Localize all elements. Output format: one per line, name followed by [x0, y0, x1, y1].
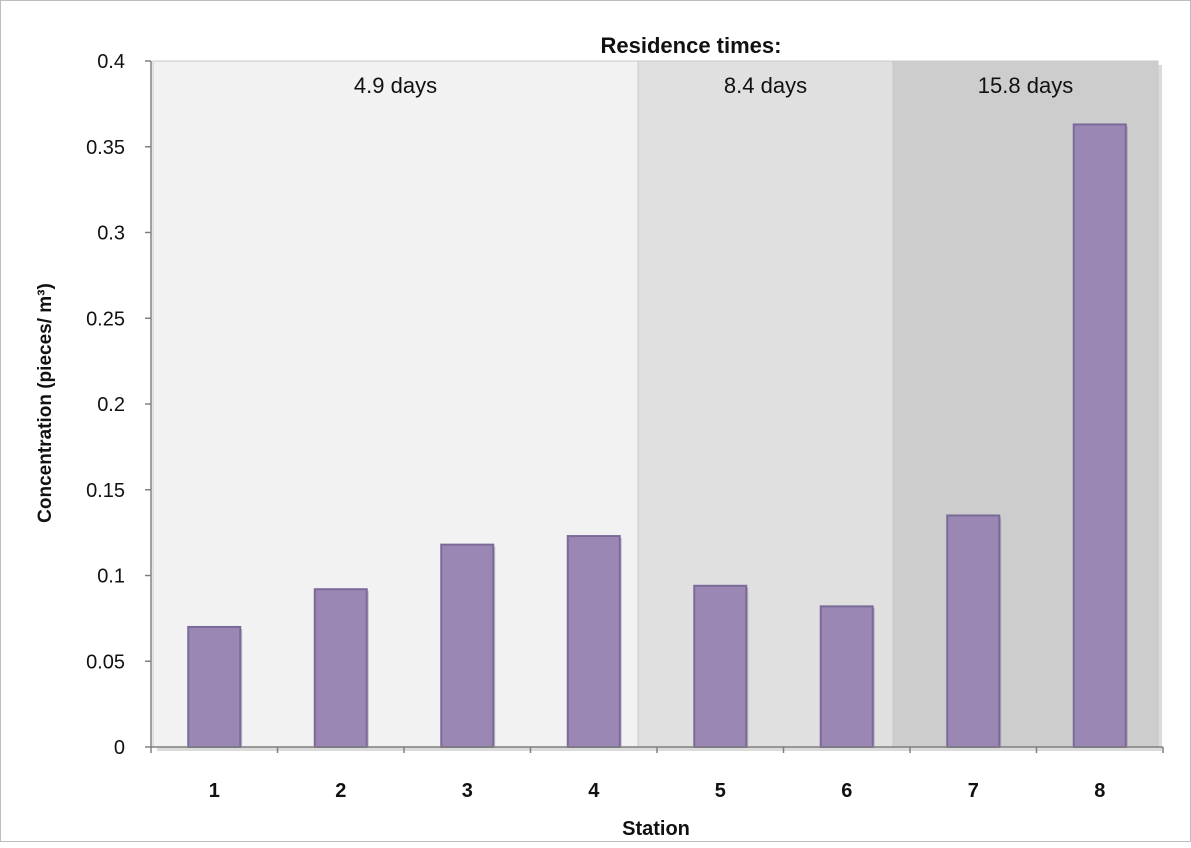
axes-layer: 0 0.05 0.1 0.15 0.2 0.25 0.3 0.35 0.4 1 2 3 4 5 6 7 8	[86, 51, 1164, 802]
chart-title: Residence times:	[601, 33, 782, 58]
bar	[187, 625, 242, 749]
bars-layer	[187, 123, 1128, 749]
x-tick-label: 5	[715, 780, 726, 802]
x-tick-label: 4	[588, 780, 600, 802]
x-tick-label: 8	[1094, 780, 1105, 802]
x-tick-label: 7	[968, 780, 979, 802]
x-axis-label: Station	[622, 818, 690, 840]
y-tick-label: 0.2	[97, 394, 125, 416]
y-tick-label: 0	[114, 737, 125, 759]
region-label: 4.9 days	[354, 73, 437, 98]
region-label: 8.4 days	[724, 73, 807, 98]
bar	[313, 588, 368, 748]
y-tick-label: 0.05	[86, 651, 125, 673]
bar	[946, 514, 1001, 748]
y-tick-label: 0.3	[97, 223, 125, 245]
y-tick-label: 0.25	[86, 308, 125, 330]
region-label: 15.8 days	[978, 73, 1073, 98]
regions-layer: 4.9 days 8.4 days 15.8 days	[152, 60, 1162, 751]
bar	[566, 535, 621, 748]
x-tick-label: 6	[841, 780, 852, 802]
bar	[1072, 123, 1127, 748]
bar	[440, 543, 495, 748]
y-tick-label: 0.1	[97, 566, 125, 588]
y-tick-label: 0.15	[86, 480, 125, 502]
bar	[693, 584, 748, 748]
x-tick-label: 1	[209, 780, 220, 802]
y-tick-label: 0.35	[86, 137, 125, 159]
y-axis-label: Concentration (pieces/ m³)	[35, 283, 56, 523]
y-tick-label: 0.4	[97, 51, 125, 73]
x-tick-label: 3	[462, 780, 473, 802]
bar	[819, 605, 874, 748]
x-tick-label: 2	[335, 780, 346, 802]
